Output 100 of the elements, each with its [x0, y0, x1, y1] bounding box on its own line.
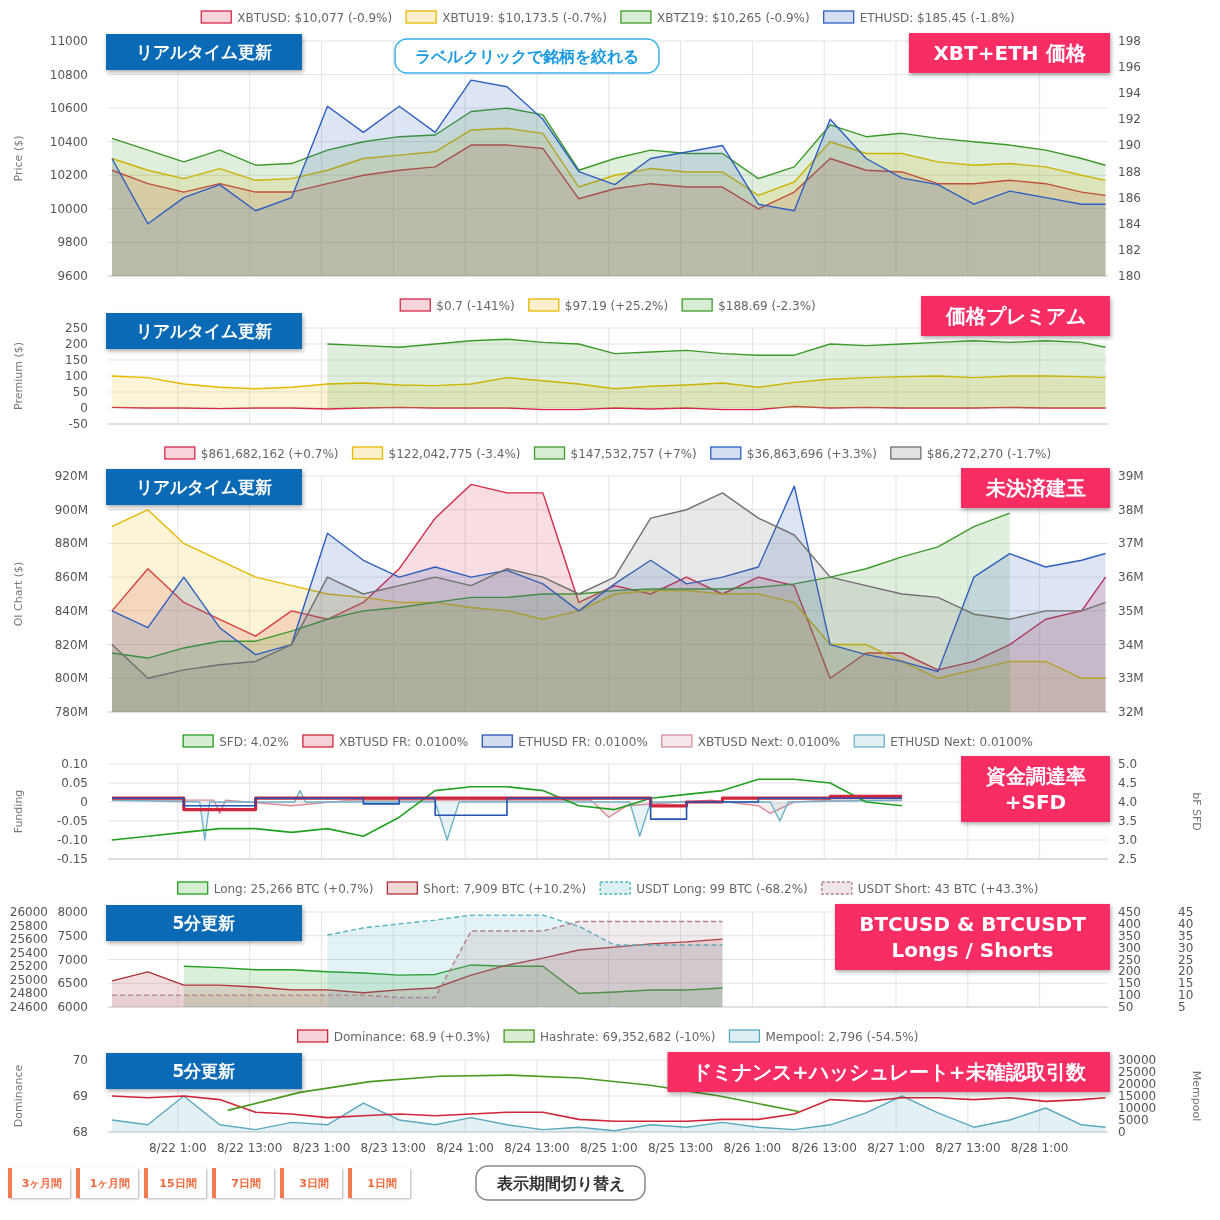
- y-tick-label: 880M: [54, 536, 88, 551]
- y3-tick-label: 25400: [9, 945, 48, 960]
- legend-label: $36,863,696 (+3.3%): [746, 447, 877, 461]
- picture-button: 7日間: [212, 1168, 274, 1198]
- y2-tick-label: 5000: [1118, 1113, 1149, 1127]
- picture-badge: リアルタイム更新: [106, 34, 302, 70]
- y2-tick-label: 100: [1118, 988, 1141, 1003]
- y2-tick-label: 0: [1118, 1125, 1126, 1139]
- y2-tick-label: 36M: [1118, 570, 1144, 585]
- y-tick-label: 840M: [54, 603, 88, 618]
- legend-label: $0.7 (-141%): [436, 299, 515, 313]
- annotation: 5分更新: [172, 913, 236, 933]
- y2-tick-label: 35M: [1118, 603, 1144, 618]
- y-axis-title: Price ($): [12, 135, 25, 182]
- annotation: リアルタイム更新: [136, 477, 272, 497]
- y-tick-label: 0.10: [61, 757, 88, 771]
- legend-label: XBTUSD FR: 0.0100%: [338, 735, 469, 749]
- y2-tick-label: 4.0: [1118, 795, 1138, 809]
- y-tick-label: 8000: [57, 905, 88, 919]
- legend-label: Hashrate: 69,352,682 (-10%): [540, 1030, 716, 1044]
- legend-label: $86,272,270 (-1.7%): [926, 447, 1052, 461]
- picture-badge: リアルタイム更新: [106, 313, 302, 349]
- y2-tick-label: 182: [1118, 242, 1141, 257]
- y-tick-label: 40: [1178, 916, 1194, 931]
- y-tick-label: 150: [65, 353, 88, 367]
- y-tick-label: 10600: [49, 101, 88, 116]
- y-tick-label: 5: [1178, 1000, 1186, 1014]
- y2-tick-label: 5.0: [1118, 757, 1138, 771]
- annotation: XBT+ETH 価格: [933, 41, 1087, 65]
- y-tick-label: -0.15: [56, 852, 88, 866]
- y-tick-label: 69: [72, 1089, 88, 1103]
- x-tick-label: 8/26 1:00: [723, 1141, 782, 1155]
- y2-tick-label: 450: [1118, 905, 1141, 919]
- y-tick-label: 10200: [49, 168, 88, 183]
- x-tick-label: 8/24 1:00: [436, 1141, 494, 1155]
- legend-label: XBTUSD Next: 0.0100%: [697, 735, 841, 749]
- y3-tick-label: 26000: [9, 905, 48, 919]
- x-tick-label: 8/28 1:00: [1010, 1141, 1069, 1155]
- y2-tick-label: 180: [1118, 269, 1141, 283]
- y2-tick-label: 15000: [1118, 1089, 1157, 1103]
- y-tick-label: 780M: [54, 705, 88, 719]
- y-tick-label: 920M: [54, 469, 88, 483]
- y-tick-label: 820M: [54, 637, 88, 652]
- y2-tick-label: 34M: [1118, 637, 1144, 652]
- y2-tick-label: 300: [1118, 940, 1141, 955]
- y-tick-label: 0: [80, 401, 88, 415]
- y2-tick-label: 250: [1118, 952, 1141, 967]
- picture-callout: 表示期間切り替え: [475, 1165, 646, 1201]
- y-tick-label: 70: [72, 1053, 88, 1067]
- annotation: リアルタイム更新: [136, 42, 272, 62]
- legend-label: SFD: 4.02%: [219, 735, 289, 749]
- y-tick-label: 35: [1178, 928, 1194, 943]
- y3-tick-label: 24800: [9, 986, 48, 1001]
- y-tick-label: 30: [1178, 940, 1194, 955]
- y-tick-label: 6500: [57, 976, 88, 991]
- legend-label: $861,682,162 (+0.7%): [200, 447, 339, 461]
- y2-tick-label: 190: [1118, 138, 1141, 153]
- picture-button: 1日間: [348, 1168, 410, 1198]
- picture-callout: ラベルクリックで銘柄を絞れる: [394, 38, 660, 74]
- legend-label: ETHUSD: $185.45 (-1.8%): [859, 11, 1015, 25]
- x-tick-label: 8/24 13:00: [504, 1141, 570, 1155]
- picture-button: 3日間: [280, 1168, 342, 1198]
- legend-label: USDT Short: 43 BTC (+43.3%): [857, 882, 1039, 896]
- x-tick-label: 8/23 13:00: [360, 1141, 426, 1155]
- y2-tick-label: 400: [1118, 916, 1141, 931]
- y2-tick-label: 4.5: [1118, 776, 1138, 790]
- annotation: 未決済建玉: [984, 476, 1086, 500]
- legend-label: USDT Long: 99 BTC (-68.2%): [636, 882, 808, 896]
- x-tick-label: 8/25 1:00: [579, 1141, 638, 1155]
- y-tick-label: -50: [68, 417, 88, 431]
- y-axis-title: Funding: [12, 789, 25, 834]
- x-tick-label: 8/25 13:00: [647, 1141, 714, 1155]
- y2-tick-label: 39M: [1118, 469, 1144, 483]
- y-tick-label: 860M: [54, 570, 88, 585]
- y2-tick-label: 200: [1118, 964, 1141, 979]
- y2-tick-label: 25000: [1118, 1065, 1157, 1079]
- y2-tick-label: 50: [1118, 1000, 1134, 1014]
- annotation: 5分更新: [172, 1061, 236, 1081]
- picture-badge: リアルタイム更新: [106, 469, 302, 505]
- picture-button: 1ヶ月間: [76, 1168, 138, 1198]
- y-tick-label: -0.05: [56, 814, 88, 828]
- picture-badge: 未決済建玉: [961, 468, 1110, 508]
- x-tick-label: 8/22 1:00: [148, 1141, 207, 1155]
- y2-tick-label: 2.5: [1118, 852, 1138, 866]
- y-axis-title: OI Chart ($): [12, 561, 25, 627]
- picture-badge: 5分更新: [106, 1053, 302, 1089]
- annotation: 価格プレミアム: [944, 304, 1086, 328]
- y3-tick-label: 24600: [9, 1000, 48, 1014]
- y-tick-label: 900M: [54, 502, 88, 517]
- picture-button: 3ヶ月間: [8, 1168, 70, 1198]
- y3-tick-label: 25800: [9, 918, 48, 933]
- picture-badge: 5分更新: [106, 905, 302, 941]
- y2-tick-label: 20000: [1118, 1077, 1157, 1091]
- y-axis-title: Premium ($): [12, 341, 25, 411]
- y-tick-label: 10400: [49, 134, 88, 149]
- legend-label: $188.69 (-2.3%): [718, 299, 816, 313]
- legend-label: XBTUSD: $10,077 (-0.9%): [237, 11, 393, 25]
- x-tick-label: 8/27 13:00: [935, 1141, 1001, 1155]
- legend-label: Mempool: 2,796 (-54.5%): [765, 1030, 919, 1044]
- x-tick-label: 8/23 1:00: [292, 1141, 351, 1155]
